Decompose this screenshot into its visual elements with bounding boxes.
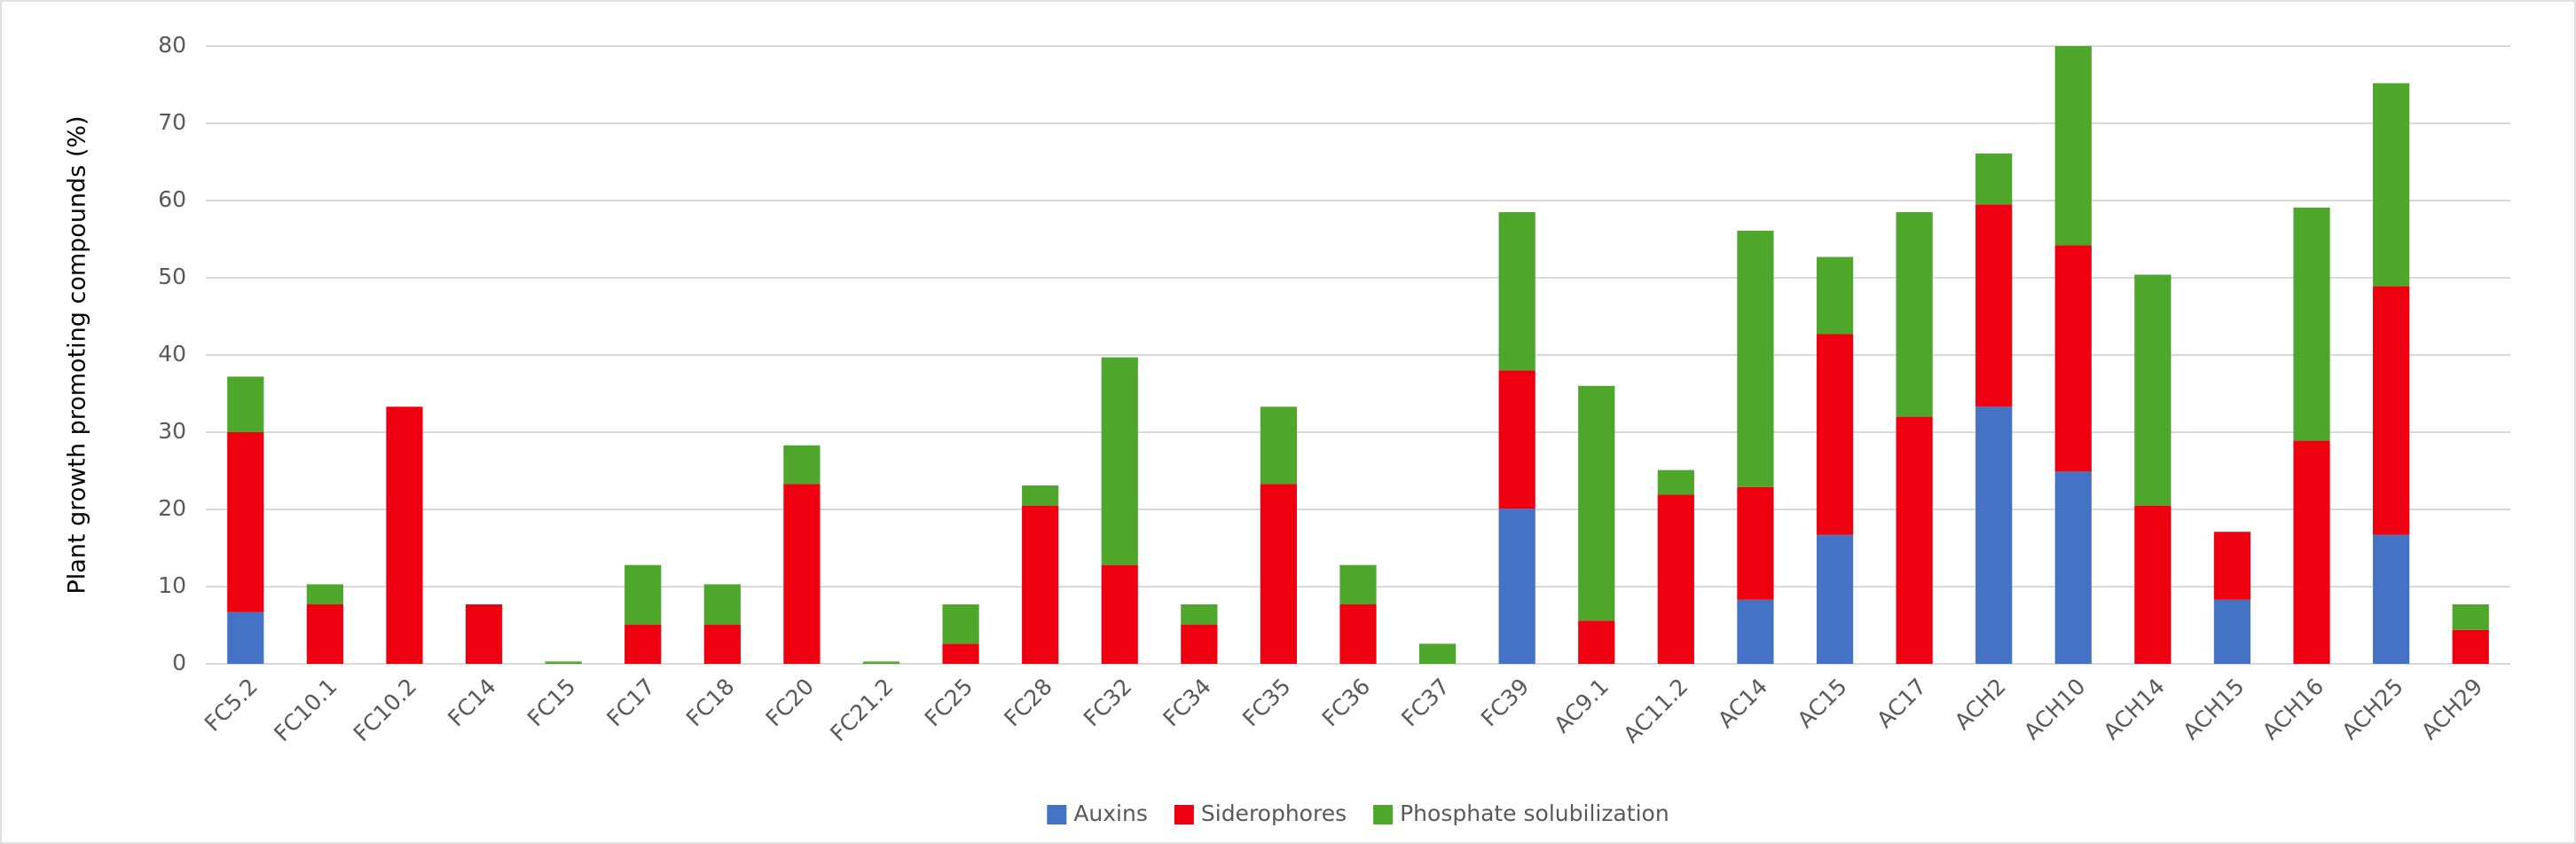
bar-segment [1260, 484, 1298, 664]
bar-segment [703, 584, 741, 625]
bar-segment [1339, 604, 1377, 664]
bar-segment [1816, 334, 1854, 535]
bar-segment [783, 445, 821, 485]
y-axis-label: Plant growth promoting compounds (%) [64, 115, 91, 594]
bar-segment [1260, 406, 1298, 485]
bar-segment [306, 584, 343, 605]
y-tick-label: 10 [158, 572, 186, 598]
y-tick-label: 0 [172, 650, 186, 675]
legend-label: Siderophores [1201, 801, 1347, 826]
bar-segment [1975, 204, 2013, 407]
bar-segment [1418, 643, 1457, 664]
bar-segment [1498, 370, 1535, 509]
bar-segment [1498, 212, 1535, 371]
bar-segment [2373, 534, 2410, 664]
bar-segment [1022, 505, 1059, 664]
legend-label: Auxins [1073, 801, 1148, 826]
bar-segment [1737, 230, 1774, 487]
y-tick-label: 50 [158, 264, 186, 289]
y-tick-label: 30 [158, 418, 186, 444]
bar-segment [1737, 486, 1774, 600]
bar-segment [465, 604, 503, 664]
bar-segment [862, 661, 900, 664]
bar-segment [1181, 624, 1218, 664]
bar-segment [227, 432, 264, 612]
bar-segment [2134, 505, 2172, 664]
bar-segment [2452, 629, 2489, 664]
legend-swatch [1047, 805, 1067, 824]
y-tick-label: 60 [158, 186, 186, 212]
bar-segment [1975, 406, 2013, 664]
bar-segment [1896, 212, 1933, 417]
bar-segment [942, 643, 979, 664]
bar-segment [227, 376, 264, 432]
bar-segment [386, 406, 423, 664]
bar-segment [2134, 274, 2172, 506]
bar-segment [2452, 604, 2489, 630]
bar-segment [2054, 471, 2092, 664]
bar-segment [545, 661, 582, 664]
bar-segment [1975, 153, 2013, 205]
bar-segment [2213, 599, 2251, 664]
bar-segment [703, 624, 741, 664]
bar-segment [1657, 469, 1694, 495]
y-tick-label: 20 [158, 495, 186, 521]
bar-segment [624, 624, 662, 664]
bar-segment [1022, 485, 1059, 506]
bar-segment [1498, 509, 1535, 664]
bar-segment [1578, 620, 1615, 664]
bar-segment [1816, 534, 1854, 664]
legend-swatch [1174, 805, 1194, 824]
bar-segment [1816, 256, 1854, 335]
bar-segment [1101, 357, 1138, 565]
bar-segment [2054, 46, 2092, 246]
y-tick-label: 80 [158, 32, 186, 58]
legend-label: Phosphate solubilization [1400, 801, 1669, 826]
y-tick-label: 40 [158, 341, 186, 367]
bar-segment [1181, 604, 1218, 625]
bar-segment [783, 484, 821, 664]
bar-segment [1578, 385, 1615, 621]
bar-segment [2293, 207, 2330, 441]
bar-segment [942, 604, 979, 644]
bar-segment [624, 564, 662, 625]
bar-segment [2293, 440, 2330, 664]
bar-segment [1896, 416, 1933, 664]
bar-segment [2373, 286, 2410, 535]
bar-segment [227, 611, 264, 664]
legend-swatch [1373, 805, 1394, 824]
bar-segment [1737, 599, 1774, 664]
y-tick-label: 70 [158, 109, 186, 135]
bar-segment [1657, 494, 1694, 664]
bar-segment [2213, 532, 2251, 600]
bar-segment [1101, 564, 1138, 664]
bar-segment [2373, 83, 2410, 287]
bar-segment [306, 604, 343, 664]
bar-segment [2054, 245, 2092, 472]
bar-segment [1339, 564, 1377, 605]
